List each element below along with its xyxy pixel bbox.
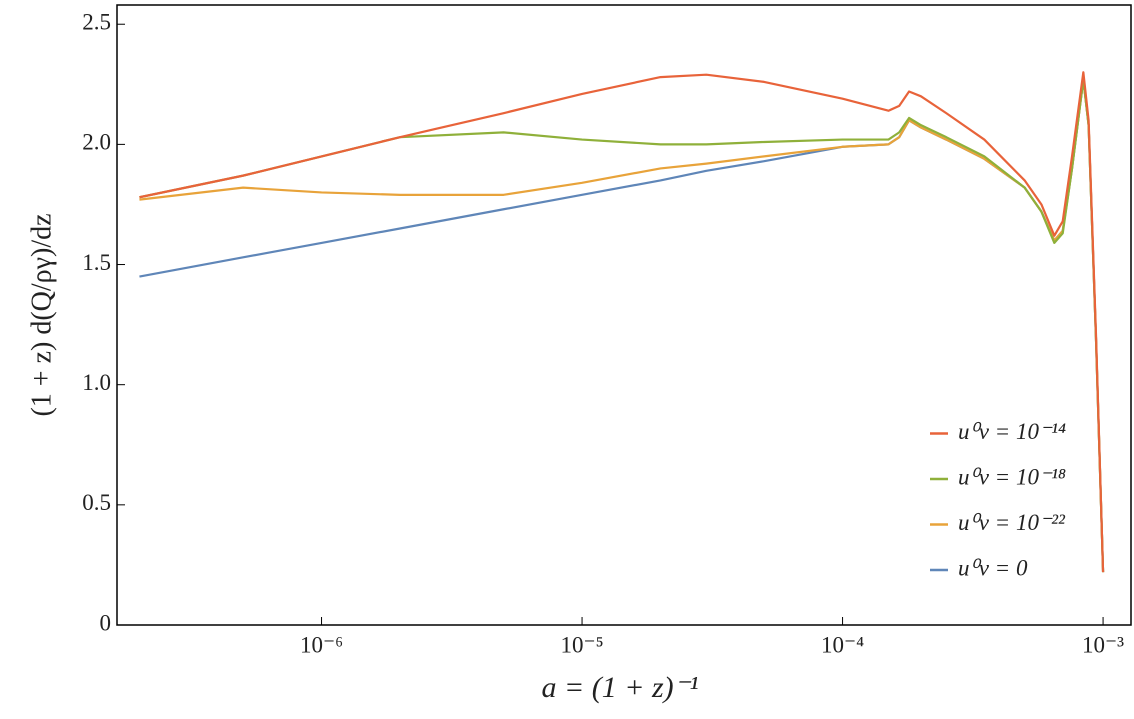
legend-label: u⁰ν = 10⁻¹⁴ bbox=[958, 419, 1066, 444]
series-line bbox=[139, 78, 1105, 573]
y-axis-label: (1 + z) d(Q/ργ)/dz bbox=[26, 213, 57, 416]
y-tick-label: 1.5 bbox=[82, 250, 111, 275]
y-tick-label: 2.5 bbox=[82, 10, 111, 35]
legend-label: u⁰ν = 10⁻¹⁸ bbox=[958, 464, 1066, 489]
x-axis-label: a = (1 + z)⁻¹ bbox=[542, 671, 699, 704]
y-tick-label: 2.0 bbox=[82, 130, 111, 155]
x-tick-label: 10⁻³ bbox=[1082, 632, 1124, 657]
y-tick-label: 0 bbox=[100, 610, 112, 635]
series-line bbox=[139, 78, 1105, 573]
series-line bbox=[139, 78, 1105, 573]
legend-label: u⁰ν = 0 bbox=[958, 555, 1028, 580]
plot-frame bbox=[116, 4, 1132, 626]
x-tick-label: 10⁻⁶ bbox=[300, 632, 343, 657]
x-tick-label: 10⁻⁵ bbox=[560, 632, 603, 657]
y-tick-label: 0.5 bbox=[82, 490, 111, 515]
x-tick-label: 10⁻⁴ bbox=[821, 632, 864, 657]
y-tick-label: 1.0 bbox=[82, 370, 111, 395]
series-line bbox=[139, 71, 1105, 573]
legend-label: u⁰ν = 10⁻²² bbox=[958, 510, 1066, 535]
